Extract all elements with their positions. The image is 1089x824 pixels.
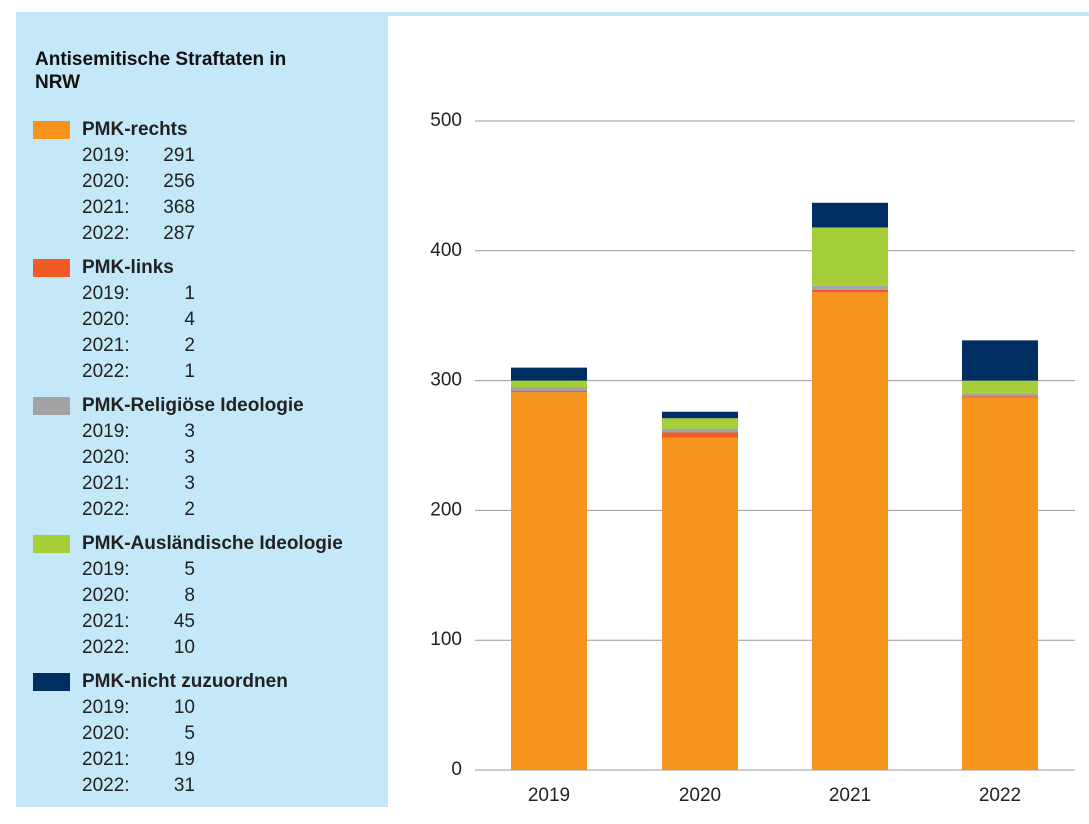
legend-year: 2020: (82, 309, 130, 330)
legend-year: 2020: (82, 447, 130, 468)
bar-segment (962, 397, 1038, 770)
legend-year: 2019: (82, 283, 130, 304)
legend-value: 5 (184, 723, 195, 744)
legend-value: 3 (184, 473, 195, 494)
legend-value: 31 (174, 775, 195, 796)
legend-value: 256 (163, 171, 195, 192)
legend-value: 1 (184, 361, 195, 382)
bar-segment (812, 292, 888, 770)
legend-value: 5 (184, 559, 195, 580)
legend-year: 2021: (82, 749, 130, 770)
legend-year: 2021: (82, 197, 130, 218)
x-tick-label: 2020 (679, 785, 721, 806)
y-tick-label: 200 (430, 499, 462, 520)
y-tick-label: 400 (430, 240, 462, 261)
legend-value: 19 (174, 749, 195, 770)
legend-year: 2021: (82, 335, 130, 356)
top-stripe (388, 12, 1089, 16)
bar-segment (662, 428, 738, 433)
legend-year: 2022: (82, 499, 130, 520)
bar-segment (962, 393, 1038, 397)
x-tick-label: 2019 (528, 785, 570, 806)
legend-label: PMK-links (82, 257, 174, 278)
legend-swatch (33, 673, 70, 691)
bar-segment (662, 411, 738, 419)
legend-value: 45 (174, 611, 195, 632)
legend-year: 2021: (82, 611, 130, 632)
legend-label: PMK-Religiöse Ideologie (82, 395, 304, 416)
legend-year: 2020: (82, 585, 130, 606)
legend-year: 2022: (82, 361, 130, 382)
legend-year: 2021: (82, 473, 130, 494)
bar-segment (962, 380, 1038, 394)
bar-segment (662, 418, 738, 429)
legend-year: 2020: (82, 171, 130, 192)
bar-segment (511, 367, 587, 381)
legend-value: 291 (163, 145, 195, 166)
x-tick-label: 2021 (829, 785, 871, 806)
legend-year: 2022: (82, 637, 130, 658)
y-tick-label: 100 (430, 629, 462, 650)
legend-value: 2 (184, 335, 195, 356)
legend-value: 2 (184, 499, 195, 520)
bar-segment (812, 289, 888, 293)
legend-swatch (33, 259, 70, 277)
legend-year: 2022: (82, 223, 130, 244)
y-tick-label: 0 (451, 759, 462, 780)
legend-value: 3 (184, 447, 195, 468)
legend-swatch (33, 535, 70, 553)
legend-value: 3 (184, 421, 195, 442)
legend-year: 2019: (82, 559, 130, 580)
legend-value: 287 (163, 223, 195, 244)
legend-label: PMK-rechts (82, 119, 188, 140)
legend-label: PMK-Ausländische Ideologie (82, 533, 343, 554)
legend-year: 2019: (82, 421, 130, 442)
bar-segment (812, 202, 888, 228)
bar-segment (511, 387, 587, 391)
legend-value: 8 (184, 585, 195, 606)
legend-year: 2020: (82, 723, 130, 744)
legend-panel (16, 12, 388, 807)
x-tick-label: 2022 (979, 785, 1021, 806)
legend-year: 2019: (82, 145, 130, 166)
legend-year: 2022: (82, 775, 130, 796)
legend-swatch (33, 121, 70, 139)
bar-segment (511, 380, 587, 388)
bar-segment (662, 437, 738, 770)
chart-title: Antisemitische Straftaten in NRW (35, 49, 287, 93)
bar-segment (812, 227, 888, 286)
bar-segment (812, 285, 888, 290)
legend-value: 10 (174, 637, 195, 658)
bar-segment (962, 396, 1038, 398)
y-tick-label: 300 (430, 370, 462, 391)
legend-label: PMK-nicht zuzuordnen (82, 671, 288, 692)
bar-segment (511, 392, 587, 770)
bar-segment (662, 432, 738, 438)
legend-value: 10 (174, 697, 195, 718)
legend-swatch (33, 397, 70, 415)
legend-value: 4 (184, 309, 195, 330)
bar-segment (511, 390, 587, 393)
legend-value: 1 (184, 283, 195, 304)
bar-segment (962, 340, 1038, 381)
legend-value: 368 (163, 197, 195, 218)
y-tick-label: 500 (430, 110, 462, 131)
legend-year: 2019: (82, 697, 130, 718)
